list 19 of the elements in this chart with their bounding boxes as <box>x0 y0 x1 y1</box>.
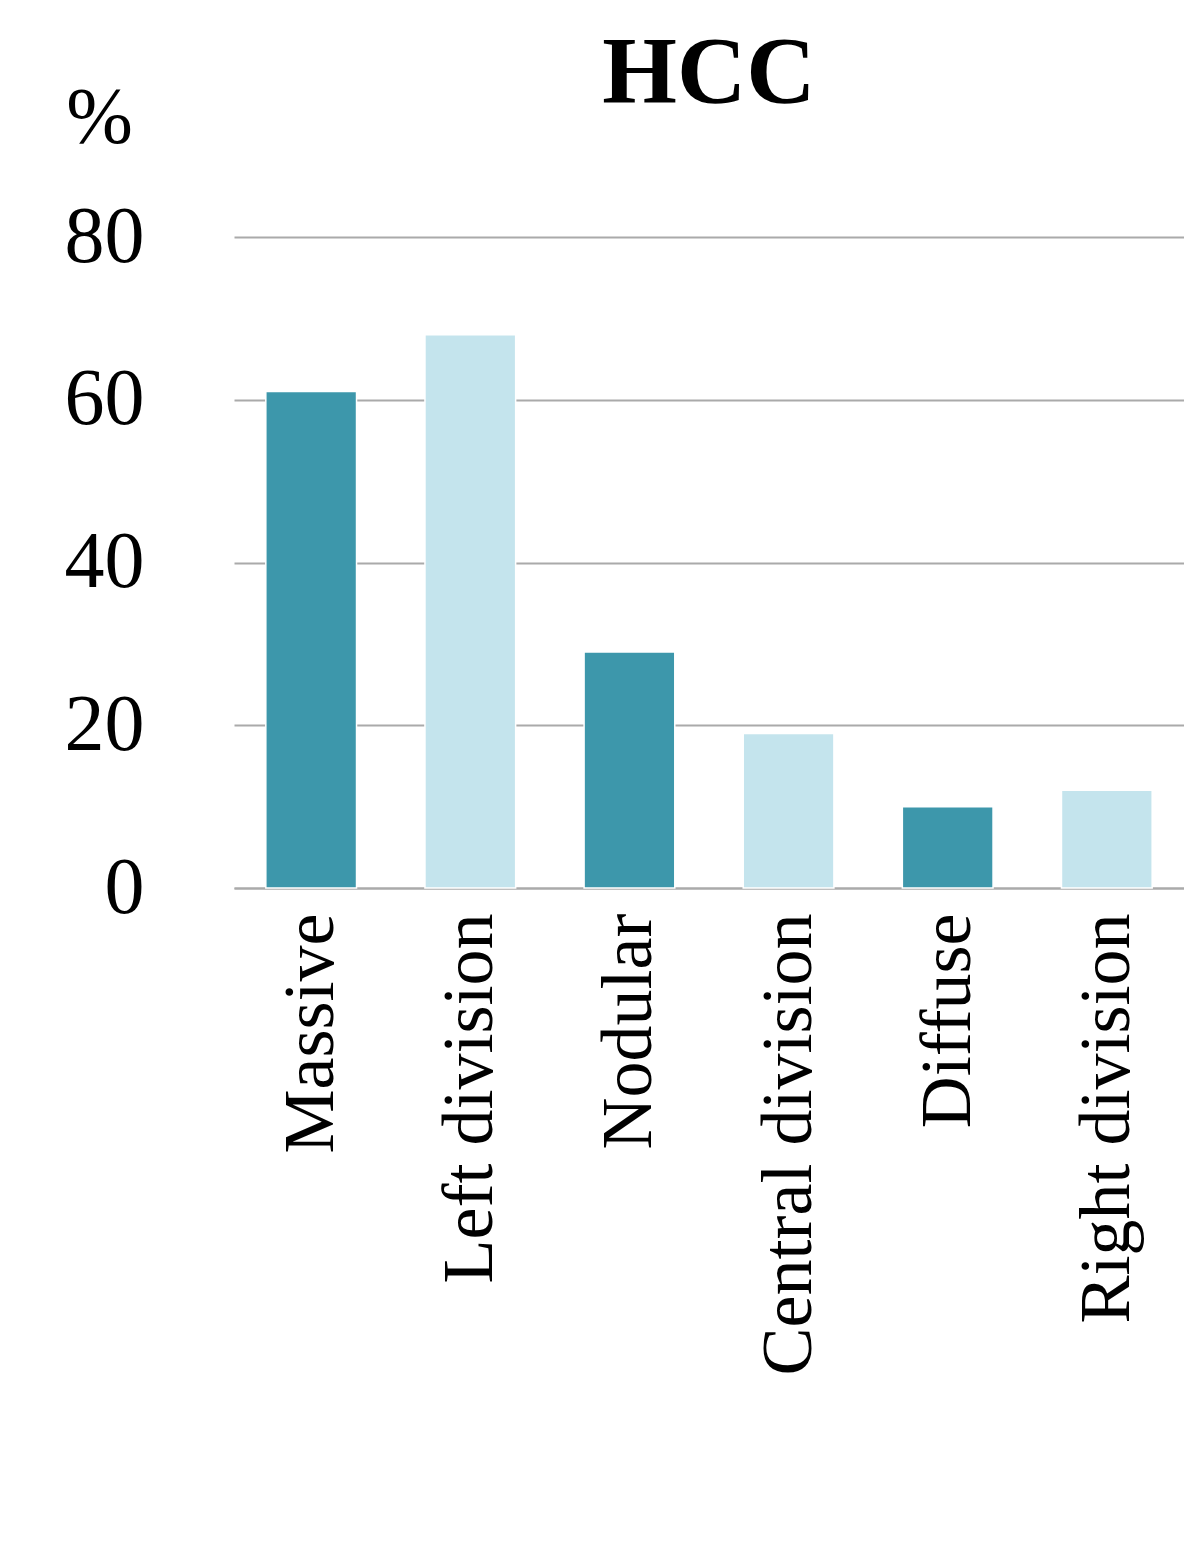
bar <box>901 805 994 889</box>
bar <box>742 732 835 889</box>
y-tick-label: 20 <box>64 678 145 767</box>
x-tick-label: Central division <box>746 913 827 1376</box>
x-tick-label: Nodular <box>587 913 668 1150</box>
y-tick-label: 0 <box>104 841 145 930</box>
x-tick-label: Massive <box>269 913 350 1154</box>
y-tick-label: 80 <box>64 190 145 279</box>
x-tick-label: Left division <box>428 913 509 1284</box>
chart-title: HCC <box>602 17 816 124</box>
bar <box>265 390 358 889</box>
x-tick-label: Diffuse <box>905 913 986 1129</box>
bar <box>424 333 517 889</box>
bar <box>1060 789 1153 889</box>
y-tick-label: 60 <box>64 353 145 442</box>
y-axis-title: % <box>66 71 133 160</box>
bar <box>583 651 676 889</box>
x-tick-label: Right division <box>1064 913 1145 1324</box>
y-tick-label: 40 <box>64 516 145 604</box>
